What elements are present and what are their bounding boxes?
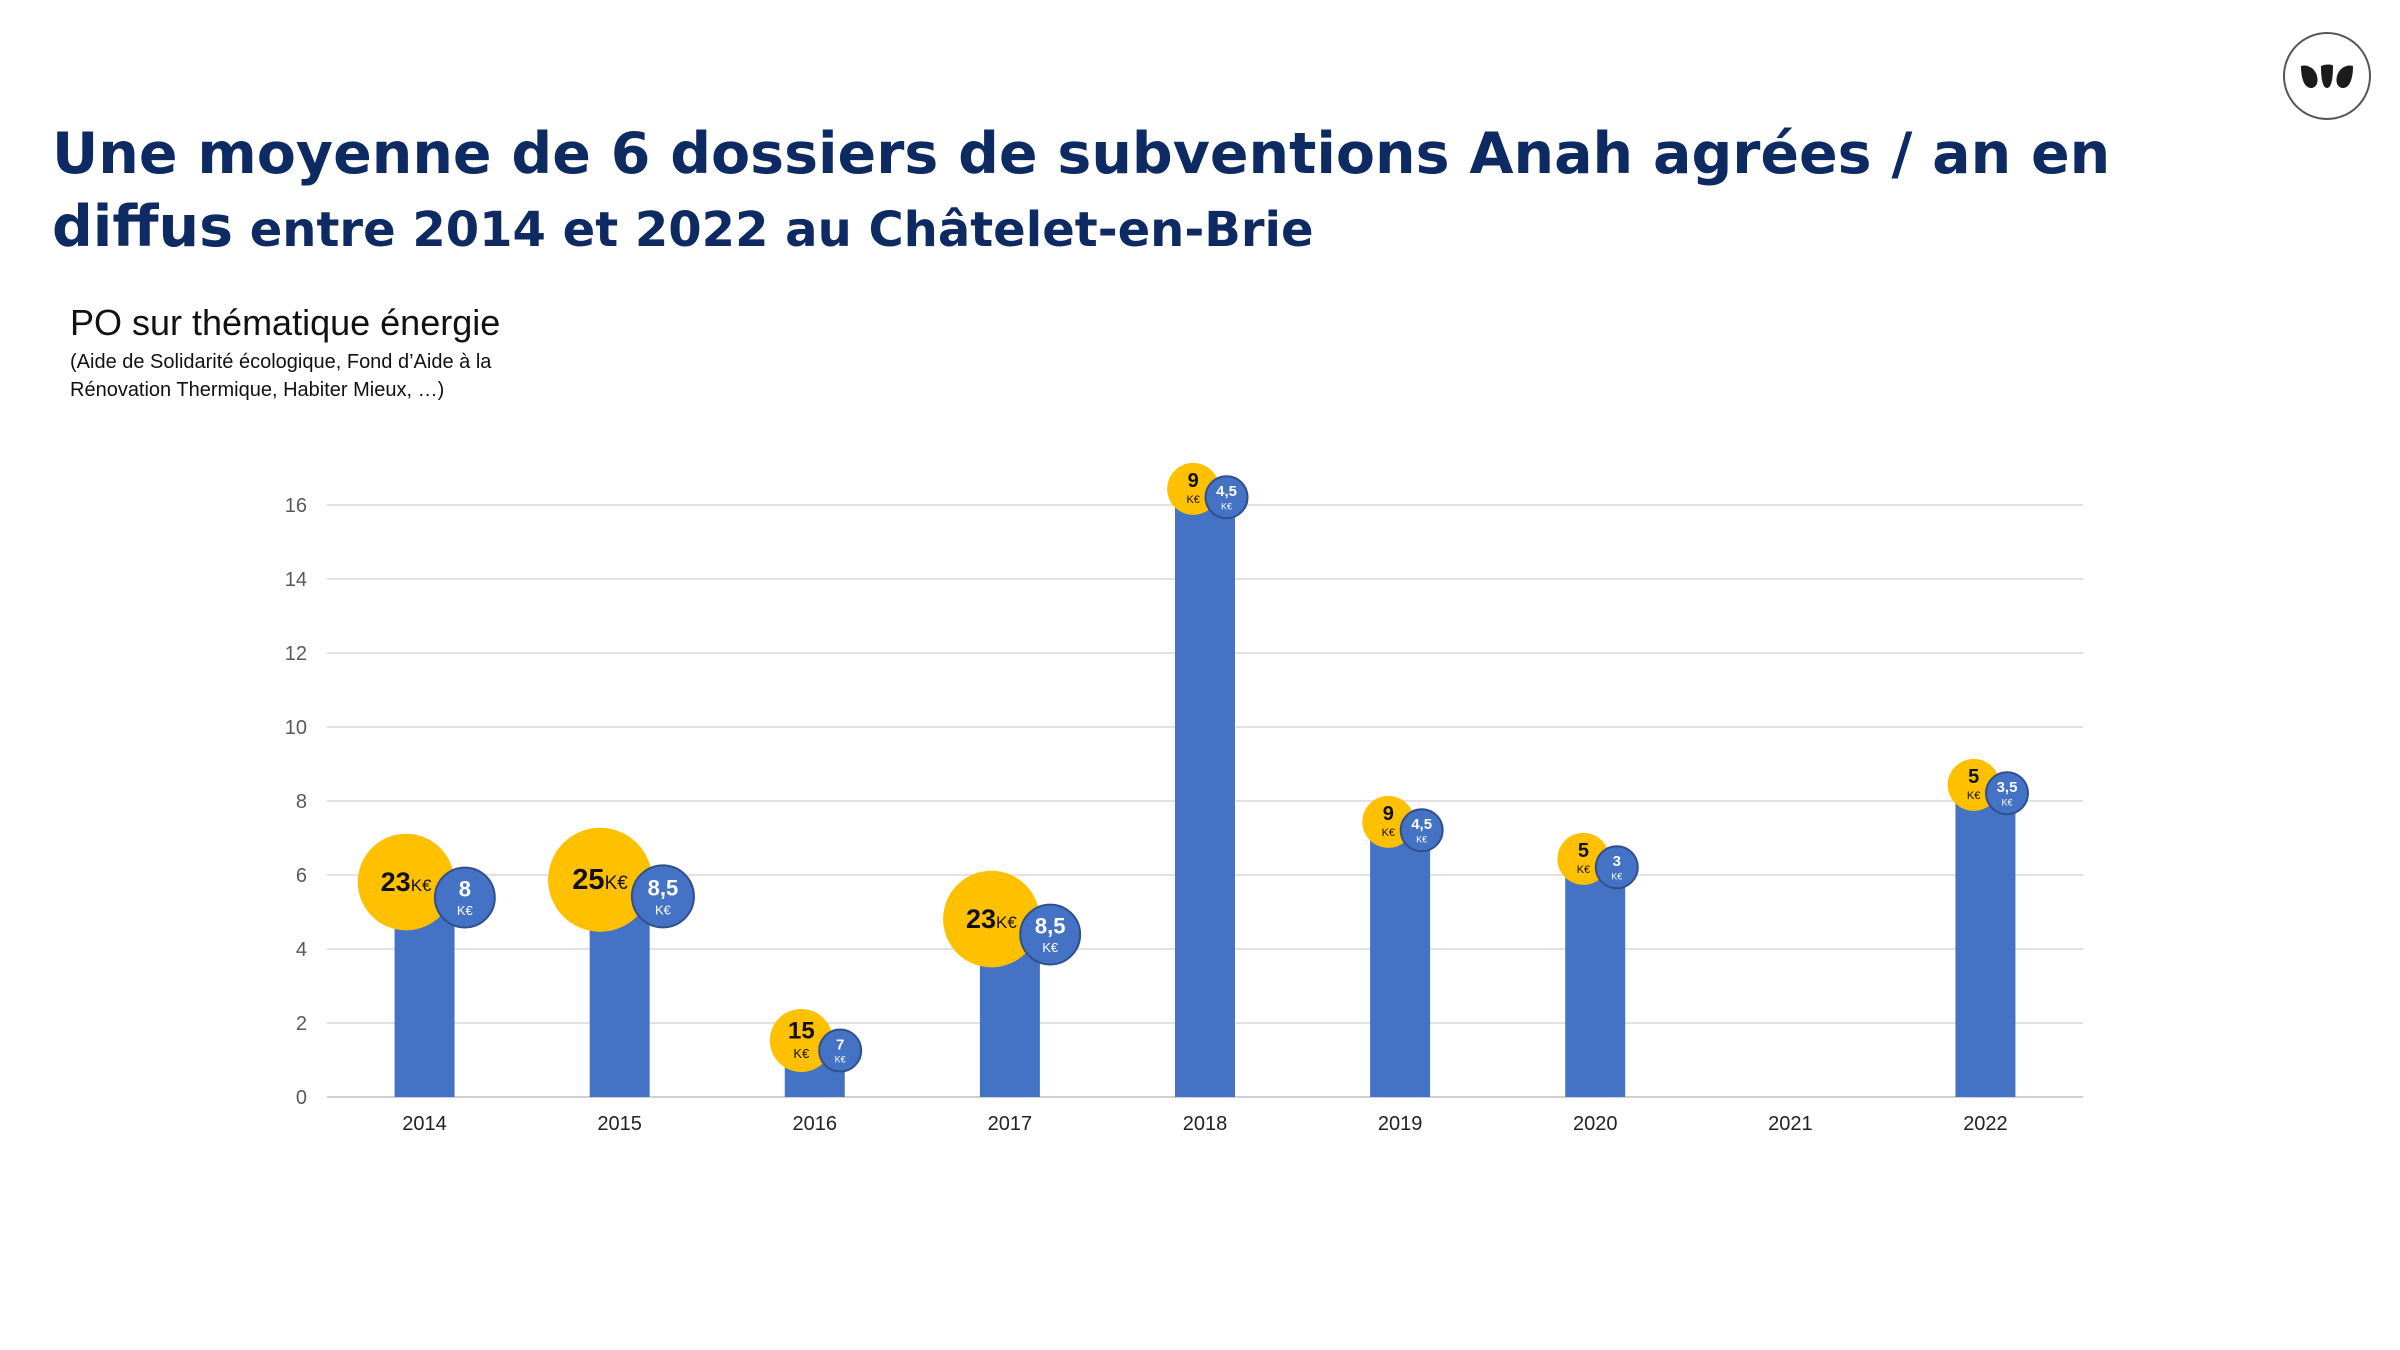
page-title: Une moyenne de 6 dossiers de subventions…	[52, 118, 2152, 264]
blue-bubble-value: 4,5	[1216, 483, 1237, 500]
bar-2018	[1175, 505, 1235, 1097]
yellow-bubble-unit: K€	[793, 1046, 810, 1061]
blue-bubble-value: 7	[836, 1037, 844, 1054]
bar-2014	[394, 912, 455, 1097]
x-tick-label: 2017	[988, 1113, 1033, 1135]
blue-bubble	[1019, 903, 1082, 966]
blue-bubble	[1594, 845, 1639, 890]
yellow-bubble-unit: K€	[1382, 827, 1395, 839]
yellow-bubble	[943, 870, 1040, 968]
blue-bubble-unit: K€	[1416, 834, 1427, 844]
yellow-bubble-value: 23K€	[381, 867, 432, 897]
yellow-bubble-value: 5	[1578, 840, 1589, 862]
yellow-bubble	[769, 1008, 833, 1072]
chart-subnote: (Aide de Solidarité écologique, Fond d’A…	[70, 351, 492, 401]
yellow-bubble-value: 9	[1188, 470, 1199, 492]
blue-bubble-value: 3,5	[1997, 779, 2018, 796]
bar-2020	[1565, 875, 1626, 1097]
blue-bubble-value: 8,5	[1035, 914, 1066, 939]
bar-2015	[589, 912, 650, 1097]
bar-2019	[1370, 838, 1431, 1097]
blue-bubble-unit: K€	[1042, 940, 1059, 955]
yellow-bubble-unit: K€	[1186, 494, 1199, 506]
amount-bubbles-2014: 23K€ 8K€	[357, 833, 496, 931]
blue-bubble-unit: K€	[1611, 871, 1622, 881]
yellow-bubble-unit: K€	[1967, 790, 1980, 802]
title-line-2-bold: diffus	[52, 193, 234, 260]
yellow-bubble-value: 5	[1968, 766, 1979, 788]
blue-bubble	[1204, 475, 1249, 520]
blue-bubble	[818, 1028, 863, 1073]
x-tick-label: 2022	[1963, 1113, 2008, 1135]
label-layer: 0 2 4 6 8 10 12 14 16 2014 2015 2016 2017 2018 2019 202…	[285, 495, 2008, 1135]
blue-bubble-unit: K€	[457, 903, 474, 918]
amount-bubbles-2019: 9K€ 4,5K€	[1362, 795, 1444, 853]
blue-bubble-unit: K€	[1221, 501, 1232, 511]
blue-bubble-unit: K€	[655, 902, 672, 917]
chart-subtitle: PO sur thématique énergie	[70, 302, 501, 343]
amount-bubbles-2020: 5K€ 3K€	[1557, 832, 1639, 890]
x-tick-label: 2015	[597, 1113, 642, 1135]
bar-layer	[394, 505, 2016, 1097]
x-tick-label: 2014	[402, 1113, 447, 1135]
yellow-bubble-value: 15	[788, 1017, 815, 1044]
amount-bubbles-2017: 23K€ 8,5K€	[943, 870, 1082, 968]
x-tick-label: 2021	[1768, 1113, 1813, 1135]
y-tick-label: 10	[285, 717, 307, 739]
blue-bubble	[433, 866, 496, 929]
y-tick-label: 2	[296, 1013, 307, 1035]
blue-bubble	[1399, 808, 1444, 853]
yellow-bubble	[357, 833, 455, 931]
amount-bubbles-2022: 5K€ 3,5K€	[1947, 758, 2029, 816]
yellow-bubble-value: 9	[1383, 803, 1394, 825]
x-tick-label: 2018	[1183, 1113, 1228, 1135]
yellow-bubble-value: 23K€	[966, 904, 1017, 934]
amount-bubbles-2016: 15K€ 7K€	[769, 1008, 863, 1073]
y-tick-label: 4	[296, 939, 307, 961]
amount-bubbles-2018: 9K€ 4,5K€	[1167, 462, 1249, 520]
yellow-bubble-unit: K€	[1577, 864, 1590, 876]
blue-bubble	[1984, 771, 2029, 816]
bar-2017	[979, 949, 1040, 1097]
x-tick-label: 2020	[1573, 1113, 1618, 1135]
bubble-layer: 23K€ 8K€25K€ 8,5K€15K€ 7K€23K€ 8,5K€9K€ 4,5K€…	[357, 462, 2029, 1073]
blue-bubble-value: 8	[459, 877, 471, 902]
x-tick-label: 2016	[793, 1113, 838, 1135]
blue-bubble-value: 8,5	[648, 875, 679, 900]
blue-bubble-value: 3	[1613, 853, 1621, 870]
y-tick-label: 6	[296, 865, 307, 887]
blue-bubble	[630, 864, 695, 929]
y-tick-label: 14	[285, 569, 307, 591]
amount-bubbles-2015: 25K€ 8,5 K€	[548, 827, 695, 932]
blue-bubble-value: 4,5	[1411, 816, 1432, 833]
bar-2022	[1955, 801, 2016, 1097]
y-tick-label: 12	[285, 643, 307, 665]
title-line-2-rest: entre 2014 et 2022 au Châtelet-en-Brie	[233, 201, 1314, 258]
y-tick-label: 16	[285, 495, 307, 517]
blue-bubble-unit: K€	[835, 1055, 846, 1065]
x-tick-label: 2019	[1378, 1113, 1423, 1135]
yellow-bubble-value: 25K€	[572, 864, 628, 896]
leaf-logo-icon	[2283, 32, 2371, 120]
title-line-1: Une moyenne de 6 dossiers de subventions…	[52, 121, 2111, 187]
y-tick-label: 0	[296, 1087, 307, 1109]
y-tick-label: 8	[296, 791, 307, 813]
blue-bubble-unit: K€	[2001, 797, 2012, 807]
yellow-bubble	[548, 827, 653, 932]
